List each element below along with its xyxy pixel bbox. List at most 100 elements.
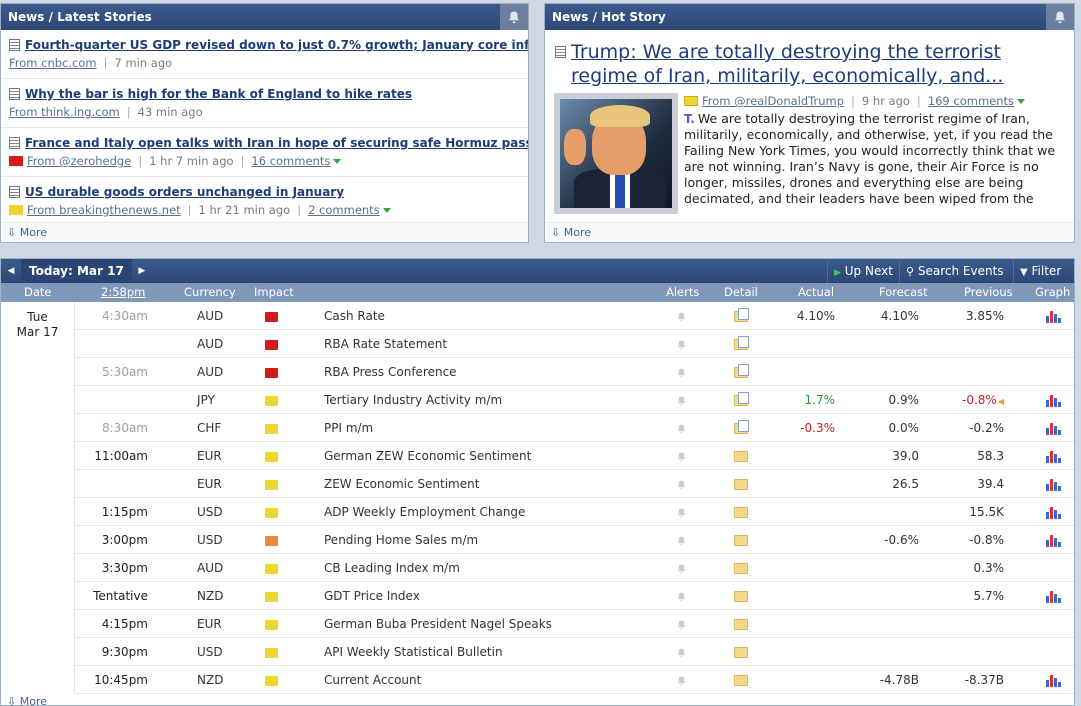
bell-icon[interactable] — [677, 582, 686, 610]
event-title[interactable]: API Weekly Statistical Bulletin — [324, 645, 503, 659]
event-title[interactable]: German Buba President Nagel Speaks — [324, 617, 552, 631]
event-row[interactable]: 9:30pm USD API Weekly Statistical Bullet… — [1, 638, 1074, 666]
event-row[interactable]: 4:15pm EUR German Buba President Nagel S… — [1, 610, 1074, 638]
today-label[interactable]: Today: Mar 17 — [21, 259, 132, 283]
detail-folder-icon[interactable] — [734, 554, 748, 582]
latest-more-link[interactable]: ⇩ More — [7, 226, 47, 239]
event-row[interactable]: 11:00am EUR German ZEW Economic Sentimen… — [1, 442, 1074, 470]
event-row[interactable]: AUD RBA Rate Statement — [1, 330, 1074, 358]
chevron-down-icon[interactable] — [1017, 98, 1026, 104]
next-day-arrow-icon[interactable]: ▶ — [138, 266, 146, 276]
event-title[interactable]: Pending Home Sales m/m — [324, 533, 479, 547]
event-title[interactable]: Cash Rate — [324, 309, 385, 323]
detail-folder-icon[interactable] — [734, 470, 748, 498]
event-actual — [781, 358, 835, 386]
up-next-button[interactable]: ▶ Up Next — [827, 259, 899, 283]
story-photo[interactable] — [554, 93, 678, 214]
graph-icon[interactable] — [1046, 302, 1061, 330]
detail-folder-icon[interactable] — [734, 638, 748, 666]
detail-folder-icon[interactable] — [734, 610, 748, 638]
event-title[interactable]: RBA Rate Statement — [324, 337, 448, 351]
detail-folder-icon[interactable] — [734, 330, 749, 358]
bell-icon[interactable] — [677, 470, 686, 498]
bell-icon[interactable] — [677, 442, 686, 470]
filter-button[interactable]: ▼ Filter — [1013, 259, 1067, 283]
header-current-time[interactable]: 2:58pm — [101, 285, 146, 299]
bell-icon[interactable] — [677, 302, 686, 330]
event-title[interactable]: German ZEW Economic Sentiment — [324, 449, 532, 463]
event-forecast — [861, 610, 919, 638]
event-title[interactable]: PPI m/m — [324, 421, 374, 435]
bell-icon[interactable] — [1046, 4, 1074, 30]
event-row[interactable]: Tentative NZD GDT Price Index 5.7% — [1, 582, 1074, 610]
chevron-down-icon[interactable] — [333, 158, 342, 164]
graph-icon[interactable] — [1046, 414, 1061, 442]
event-title[interactable]: ADP Weekly Employment Change — [324, 505, 526, 519]
bell-icon[interactable] — [677, 330, 686, 358]
detail-folder-icon[interactable] — [734, 498, 748, 526]
event-title[interactable]: ZEW Economic Sentiment — [324, 477, 480, 491]
event-row[interactable]: 1:15pm USD ADP Weekly Employment Change … — [1, 498, 1074, 526]
bell-icon[interactable] — [677, 554, 686, 582]
bell-icon[interactable] — [677, 638, 686, 666]
hot-more-link[interactable]: ⇩ More — [551, 226, 591, 239]
bell-icon[interactable] — [677, 414, 686, 442]
hot-headline-link[interactable]: Trump: We are totally destroying the ter… — [571, 41, 1004, 87]
graph-icon[interactable] — [1046, 582, 1061, 610]
graph-icon[interactable] — [1046, 386, 1061, 414]
detail-folder-icon[interactable] — [734, 386, 749, 414]
detail-folder-icon[interactable] — [734, 358, 749, 386]
detail-folder-icon[interactable] — [734, 302, 749, 330]
hot-story-source[interactable]: From @realDonaldTrump — [702, 94, 845, 108]
event-title[interactable]: Tertiary Industry Activity m/m — [324, 393, 503, 407]
detail-folder-icon[interactable] — [734, 526, 748, 554]
chevron-down-icon[interactable] — [382, 207, 391, 213]
event-row[interactable]: 10:45pm NZD Current Account -4.78B -8.37… — [1, 666, 1074, 694]
story-title-link[interactable]: Why the bar is high for the Bank of Engl… — [25, 87, 412, 101]
detail-folder-icon[interactable] — [734, 414, 749, 442]
event-row[interactable]: 3:30pm AUD CB Leading Index m/m 0.3% — [1, 554, 1074, 582]
event-title[interactable]: RBA Press Conference — [324, 365, 457, 379]
bell-icon[interactable] — [677, 610, 686, 638]
event-title[interactable]: CB Leading Index m/m — [324, 561, 460, 575]
event-row[interactable]: 8:30am CHF PPI m/m -0.3% 0.0% -0.2% — [1, 414, 1074, 442]
graph-icon[interactable] — [1046, 498, 1061, 526]
story-title-link[interactable]: Fourth-quarter US GDP revised down to ju… — [25, 38, 528, 52]
search-events-button[interactable]: ⚲ Search Events — [899, 259, 1010, 283]
bell-icon[interactable] — [677, 386, 686, 414]
graph-icon[interactable] — [1046, 666, 1061, 694]
event-title[interactable]: GDT Price Index — [324, 589, 420, 603]
hot-story-comments[interactable]: 169 comments — [927, 94, 1015, 108]
detail-folder-icon[interactable] — [734, 666, 748, 694]
story-title-link[interactable]: US durable goods orders unchanged in Jan… — [25, 185, 345, 199]
detail-folder-icon[interactable] — [734, 582, 748, 610]
event-row[interactable]: EUR ZEW Economic Sentiment 26.5 39.4 — [1, 470, 1074, 498]
event-row[interactable]: JPY Tertiary Industry Activity m/m 1.7% … — [1, 386, 1074, 414]
bell-icon[interactable] — [677, 498, 686, 526]
graph-icon[interactable] — [1046, 526, 1061, 554]
story-source[interactable]: From cnbc.com — [9, 56, 97, 70]
impact-icon — [265, 302, 278, 330]
story-comments[interactable]: 16 comments — [251, 154, 331, 168]
story-title-link[interactable]: France and Italy open talks with Iran in… — [25, 136, 528, 150]
prev-day-arrow-icon[interactable]: ◀ — [7, 266, 15, 276]
event-title[interactable]: Current Account — [324, 673, 422, 687]
day-cell: Tue Mar 17 — [1, 302, 75, 694]
event-row[interactable]: 4:30am AUD Cash Rate 4.10% 4.10% 3.85% — [1, 302, 1074, 330]
impact-icon — [265, 666, 278, 694]
story-comments[interactable]: 2 comments — [308, 203, 380, 217]
bell-icon[interactable] — [677, 526, 686, 554]
story-source[interactable]: From @zerohedge — [27, 154, 132, 168]
event-row[interactable]: 3:00pm USD Pending Home Sales m/m -0.6% … — [1, 526, 1074, 554]
calendar-more-link[interactable]: ⇩ More — [7, 695, 47, 706]
bell-icon[interactable] — [500, 4, 528, 30]
event-row[interactable]: 5:30am AUD RBA Press Conference — [1, 358, 1074, 386]
document-icon — [9, 186, 20, 198]
graph-icon[interactable] — [1046, 470, 1061, 498]
story-source[interactable]: From breakingthenews.net — [27, 203, 181, 217]
detail-folder-icon[interactable] — [734, 442, 748, 470]
bell-icon[interactable] — [677, 358, 686, 386]
story-source[interactable]: From think.ing.com — [9, 105, 120, 119]
bell-icon[interactable] — [677, 666, 686, 694]
graph-icon[interactable] — [1046, 442, 1061, 470]
